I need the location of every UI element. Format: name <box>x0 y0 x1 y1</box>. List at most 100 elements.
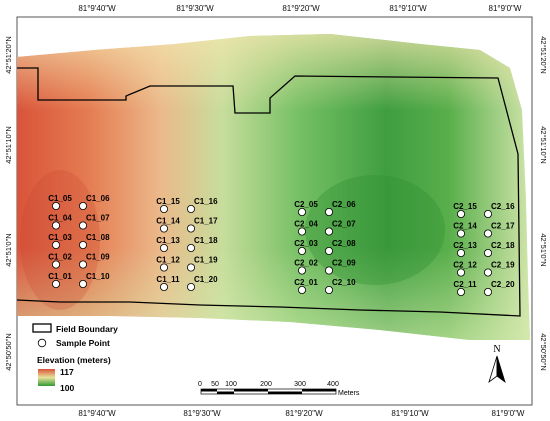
scale-tick-label: 200 <box>260 381 272 388</box>
elevation-raster <box>17 34 530 340</box>
top-coord-label: 81°9'40"W <box>78 4 116 13</box>
top-coord-label: 81°9'30"W <box>176 4 214 13</box>
sample-point-label: C2_17 <box>491 222 515 231</box>
sample-point <box>297 207 306 216</box>
boundary-legend-label: Field Boundary <box>56 324 118 334</box>
sample-point-legend-label: Sample Point <box>56 338 110 348</box>
sample-point-label: C2_05 <box>294 200 318 209</box>
sample-point <box>159 263 168 272</box>
right-coord-label: 42°51'10"N <box>539 126 548 164</box>
sample-point <box>297 227 306 236</box>
sample-point-label: C1_20 <box>194 275 218 284</box>
left-coord-label: 42°51'0"N <box>4 233 13 266</box>
sample-point <box>52 240 61 249</box>
sample-point-label: C2_10 <box>332 278 356 287</box>
sample-point-label: C2_06 <box>332 200 356 209</box>
sample-point-label: C1_09 <box>86 253 110 262</box>
top-coordinate-labels: 81°9'40"W 81°9'30"W 81°9'20"W 81°9'10"W … <box>78 4 522 13</box>
legend: Field Boundary Sample Point Elevation (m… <box>32 323 118 393</box>
sample-point-label: C1_14 <box>156 217 180 226</box>
sample-point <box>52 201 61 210</box>
sample-point <box>324 246 333 255</box>
sample-point-label: C1_05 <box>48 194 72 203</box>
sample-point <box>52 279 61 288</box>
sample-point <box>186 243 195 252</box>
sample-point-label: C1_10 <box>86 272 110 281</box>
sample-point-label: C2_15 <box>453 202 477 211</box>
sample-point-label: C2_16 <box>491 202 515 211</box>
sample-point-legend-symbol <box>37 338 47 348</box>
elevation-low-label: 100 <box>60 383 74 393</box>
scale-bar: 0 50 100 200 300 400 Meters <box>198 381 360 397</box>
scale-tick-label: 100 <box>225 381 237 388</box>
sample-point <box>159 282 168 291</box>
sample-point <box>456 248 465 257</box>
left-coord-label: 42°51'10"N <box>4 126 13 164</box>
sample-point <box>324 285 333 294</box>
scale-tick-label: 300 <box>294 381 306 388</box>
sample-point <box>297 266 306 275</box>
north-label: N <box>493 344 500 355</box>
right-coordinate-labels: 42°51'20"N 42°51'10"N 42°51'0"N 42°50'50… <box>539 36 548 371</box>
sample-point <box>186 282 195 291</box>
elevation-color-ramp <box>38 369 55 386</box>
sample-point <box>159 224 168 233</box>
right-coord-label: 42°50'50"N <box>539 333 548 371</box>
sample-point-label: C2_14 <box>453 222 477 231</box>
sample-point <box>52 221 61 230</box>
sample-point <box>79 279 88 288</box>
field-boundary <box>16 67 521 317</box>
sample-point-label: C1_07 <box>86 214 110 223</box>
sample-point <box>79 260 88 269</box>
sample-point-label: C1_16 <box>194 197 218 206</box>
sample-point-label: C1_13 <box>156 236 180 245</box>
scale-tick-label: 400 <box>327 381 339 388</box>
sample-point <box>324 227 333 236</box>
scale-unit-label: Meters <box>338 390 360 397</box>
sample-point-label: C1_02 <box>48 253 72 262</box>
sample-point-label: C1_17 <box>194 217 218 226</box>
sample-point-label: C2_08 <box>332 239 356 248</box>
sample-point <box>79 240 88 249</box>
right-coord-label: 42°51'20"N <box>539 36 548 74</box>
sample-point-label: C2_12 <box>453 261 477 270</box>
elevation-high-label: 117 <box>60 367 74 377</box>
sample-point-label: C1_19 <box>194 256 218 265</box>
sample-point <box>79 221 88 230</box>
sample-point <box>186 204 195 213</box>
sample-point-label: C1_03 <box>48 233 72 242</box>
sample-point-label: C1_06 <box>86 194 110 203</box>
sample-point-label: C2_20 <box>491 280 515 289</box>
sample-point-label: C1_18 <box>194 236 218 245</box>
sample-point-label: C2_04 <box>294 220 318 229</box>
bottom-coord-label: 81°9'30"W <box>183 409 221 418</box>
scale-tick-label: 50 <box>211 381 219 388</box>
sample-point <box>483 268 492 277</box>
top-coord-label: 81°9'10"W <box>389 4 427 13</box>
sample-point-label: C2_01 <box>294 278 318 287</box>
sample-point-label: C2_18 <box>491 241 515 250</box>
sample-point <box>456 229 465 238</box>
right-coord-label: 42°51'0"N <box>539 233 548 266</box>
bottom-coordinate-labels: 81°9'40"W 81°9'30"W 81°9'20"W 81°9'10"W … <box>78 409 525 418</box>
bottom-coord-label: 81°9'0"W <box>492 409 525 418</box>
sample-point <box>79 201 88 210</box>
sample-point <box>297 246 306 255</box>
sample-point <box>456 209 465 218</box>
sample-point-label: C1_15 <box>156 197 180 206</box>
north-arrow: N <box>488 344 506 384</box>
sample-point <box>483 248 492 257</box>
boundary-legend-symbol <box>32 323 52 333</box>
left-coord-label: 42°51'20"N <box>4 36 13 74</box>
sample-point <box>483 287 492 296</box>
sample-point-label: C2_11 <box>453 280 477 289</box>
sample-point <box>483 229 492 238</box>
sample-point <box>186 263 195 272</box>
sample-point-label: C1_01 <box>48 272 72 281</box>
sample-point <box>324 266 333 275</box>
sample-point <box>324 207 333 216</box>
left-coord-label: 42°50'50"N <box>4 333 13 371</box>
sample-point <box>456 287 465 296</box>
bottom-coord-label: 81°9'20"W <box>285 409 323 418</box>
sample-point <box>297 285 306 294</box>
